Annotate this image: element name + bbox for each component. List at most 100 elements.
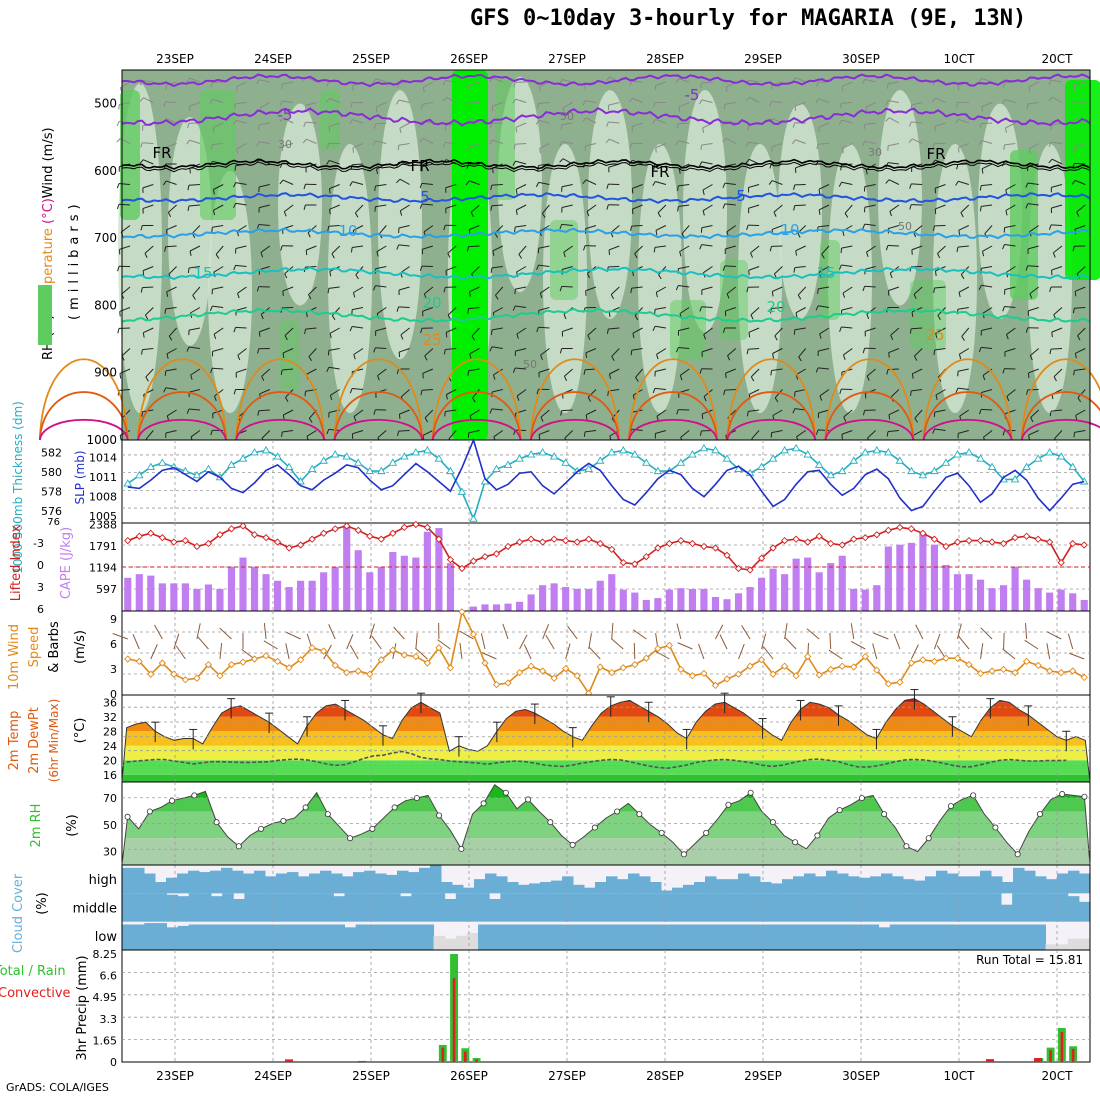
cape-bar xyxy=(550,583,558,611)
diamond-marker xyxy=(711,681,720,690)
wind-barb-flag xyxy=(910,390,912,396)
cloud-cell-high xyxy=(1002,882,1014,894)
cape-bar xyxy=(412,557,420,611)
date-label-bottom-2: 25SEP xyxy=(352,1069,390,1083)
triangle-marker xyxy=(227,460,236,468)
wind-barb-glyph xyxy=(235,202,247,206)
wind-barb-flag xyxy=(209,99,214,104)
wind-barb-glyph xyxy=(609,138,620,144)
date-label-top-4: 27SEP xyxy=(548,52,586,66)
circle-marker xyxy=(169,797,176,804)
wind-barb-flag xyxy=(795,312,798,318)
wind-barb-glyph xyxy=(166,143,177,148)
date-label-top-1: 24SEP xyxy=(254,52,292,66)
wind-barb-glyph xyxy=(1076,204,1086,213)
wind-barb-flag xyxy=(284,273,288,279)
wind-barb-glyph xyxy=(515,184,527,190)
wind-barb-flag xyxy=(396,306,400,312)
cape-bar xyxy=(711,596,720,611)
wind-barb-glyph xyxy=(212,367,224,370)
wind-barb-glyph xyxy=(587,327,597,336)
rh-moist-patch-8 xyxy=(670,300,706,360)
triangle-marker xyxy=(446,466,455,475)
diamond-marker xyxy=(227,660,236,669)
wind-barb-flag xyxy=(793,205,796,211)
wind-barb-flag xyxy=(750,376,755,382)
isotherm-30-arch xyxy=(137,391,227,441)
cloud-cell-low xyxy=(689,924,702,950)
wind-barb-glyph xyxy=(399,409,410,415)
wind-barb-glyph xyxy=(818,204,830,211)
wind-barb-flag xyxy=(1029,293,1033,299)
diamond-marker xyxy=(193,674,201,682)
wind-barb-glyph xyxy=(889,204,900,212)
cloud-cell-high xyxy=(595,882,607,894)
wind-barb-flag xyxy=(931,159,936,165)
rh2m-unit-label: (%) xyxy=(65,814,80,837)
wind-barb-flag xyxy=(630,225,633,232)
wind-barb-flag xyxy=(373,409,376,415)
wind-barb-glyph xyxy=(843,348,853,356)
isotherm-5 xyxy=(121,192,1091,204)
wind-barb-flag xyxy=(233,182,237,188)
wind-barb-flag xyxy=(842,230,845,236)
cloud-cell-high xyxy=(1013,867,1025,894)
wind-barb-flag xyxy=(771,291,774,297)
wind-barb-glyph xyxy=(1053,368,1063,378)
wind-barb-glyph xyxy=(957,307,969,310)
wind-barb-flag xyxy=(397,430,400,437)
wind-barb-flag xyxy=(372,140,377,146)
isotherm-30-arch xyxy=(922,391,1013,441)
wind-barb-glyph xyxy=(980,627,993,640)
pressure-tick-900: 900 xyxy=(94,366,117,380)
wind10-label-4: (m/s) xyxy=(73,630,88,664)
cape-bar xyxy=(377,566,385,611)
isotherm-25-arch xyxy=(628,358,718,441)
wind-barb-glyph xyxy=(934,409,946,413)
cloud-cell-low xyxy=(433,935,446,950)
diamond-marker xyxy=(458,564,466,573)
cloud-cell-middle xyxy=(978,893,991,922)
wind-barb-flag xyxy=(145,376,149,382)
wind-barb-flag xyxy=(164,308,167,314)
wind-barb-glyph xyxy=(794,327,806,331)
cloud-cell-high xyxy=(606,876,618,894)
wind-barb-glyph xyxy=(284,327,294,336)
cloud-cell-low xyxy=(756,924,768,950)
wind-barb-glyph xyxy=(142,142,154,144)
date-label-top-3: 26SEP xyxy=(450,52,488,66)
wind-barb-glyph xyxy=(934,184,946,189)
date-label-top-6: 29SEP xyxy=(744,52,782,66)
wind-barb-glyph xyxy=(1046,631,1062,640)
cloud-cell-low xyxy=(722,924,735,950)
wind-barb-flag xyxy=(304,329,306,335)
isotherm-30-arch xyxy=(628,391,718,441)
wind-barb-glyph xyxy=(676,623,682,640)
wind-barb-glyph xyxy=(724,389,736,391)
circle-marker xyxy=(658,829,665,836)
triangle-marker xyxy=(123,479,133,487)
date-label-top-8: 10CT xyxy=(944,52,976,66)
wind-barb-glyph xyxy=(957,245,969,248)
diamond-marker xyxy=(988,667,996,675)
wind-barb-glyph xyxy=(119,102,131,106)
isotherm-35-arch xyxy=(628,418,718,441)
wind-barb-glyph xyxy=(631,428,643,431)
wind-barb-glyph xyxy=(1027,102,1039,105)
cloud-cell-high xyxy=(694,882,706,894)
wind-barb-flag xyxy=(515,127,518,133)
circle-marker xyxy=(391,804,398,811)
cloud-cell-low xyxy=(255,924,268,950)
wind-barb-flag xyxy=(657,212,662,218)
wind-barb-glyph xyxy=(872,643,878,660)
wind-barb-glyph xyxy=(934,348,946,351)
wind-barb-flag xyxy=(630,288,633,294)
wind-barb-glyph xyxy=(844,204,853,214)
wind-barb-flag xyxy=(467,370,470,376)
wind-barb-flag xyxy=(142,270,145,276)
wind-barb-glyph xyxy=(213,327,224,335)
cloud-cell-high xyxy=(166,877,178,894)
t2m-tick-16: 16 xyxy=(103,769,117,782)
wind-barb-flag xyxy=(492,168,494,174)
